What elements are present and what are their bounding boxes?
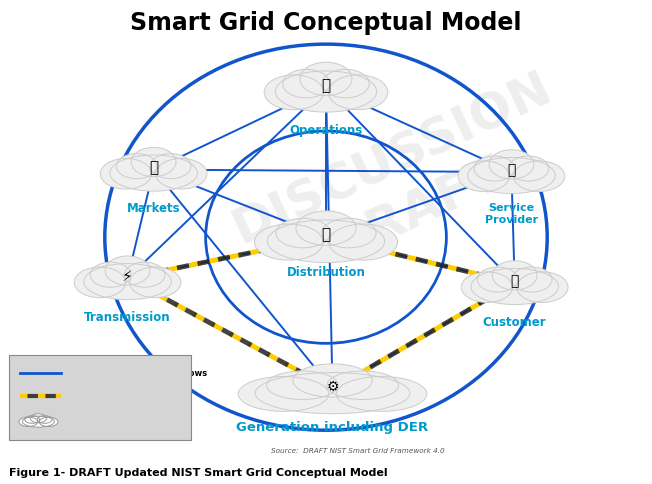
Ellipse shape: [254, 224, 323, 260]
Ellipse shape: [462, 272, 512, 302]
Text: Customer: Customer: [483, 316, 546, 329]
Text: Transmission: Transmission: [84, 311, 171, 324]
Ellipse shape: [131, 147, 176, 177]
Ellipse shape: [300, 62, 352, 95]
Text: Generation including DER: Generation including DER: [237, 421, 428, 434]
Ellipse shape: [492, 261, 537, 290]
Ellipse shape: [477, 267, 518, 292]
Ellipse shape: [471, 269, 558, 304]
Ellipse shape: [267, 220, 385, 263]
Text: Figure 1- DRAFT Updated NIST Smart Grid Conceptual Model: Figure 1- DRAFT Updated NIST Smart Grid …: [8, 469, 387, 479]
Ellipse shape: [283, 69, 330, 98]
Ellipse shape: [110, 155, 198, 191]
Text: 🏢: 🏢: [149, 160, 158, 175]
Ellipse shape: [267, 371, 338, 399]
Text: Operations: Operations: [289, 124, 363, 137]
Ellipse shape: [511, 267, 552, 292]
Ellipse shape: [100, 158, 151, 189]
Ellipse shape: [84, 264, 171, 300]
FancyBboxPatch shape: [9, 355, 191, 440]
Ellipse shape: [489, 150, 534, 179]
Ellipse shape: [458, 161, 509, 192]
Ellipse shape: [514, 161, 565, 192]
Ellipse shape: [151, 153, 191, 179]
Text: Markets: Markets: [126, 202, 181, 215]
Ellipse shape: [238, 377, 329, 411]
Ellipse shape: [116, 153, 156, 179]
Ellipse shape: [39, 417, 58, 426]
Ellipse shape: [22, 416, 54, 427]
Text: Service
Provider: Service Provider: [485, 203, 538, 225]
Text: 👤: 👤: [321, 78, 331, 93]
Ellipse shape: [329, 224, 398, 260]
Text: Distribution: Distribution: [287, 266, 365, 279]
Ellipse shape: [474, 156, 514, 181]
Ellipse shape: [156, 158, 207, 189]
Ellipse shape: [19, 417, 38, 426]
Ellipse shape: [276, 218, 331, 248]
Ellipse shape: [125, 262, 165, 287]
Text: Domain: Domain: [68, 416, 104, 425]
Text: ⚡: ⚡: [122, 269, 133, 284]
Text: Smart Grid Conceptual Model: Smart Grid Conceptual Model: [130, 11, 522, 35]
Ellipse shape: [90, 262, 131, 287]
Ellipse shape: [336, 377, 427, 411]
Ellipse shape: [508, 156, 549, 181]
Text: DISCUSSION
DRAFT: DISCUSSION DRAFT: [225, 64, 583, 304]
Text: 🏠: 🏠: [511, 274, 519, 288]
Ellipse shape: [255, 373, 410, 414]
Ellipse shape: [467, 157, 555, 194]
Text: Electrical Flows: Electrical Flows: [68, 392, 142, 401]
Text: 🏭: 🏭: [321, 227, 331, 242]
Text: Source:  DRAFT NIST Smart Grid Framework 4.0: Source: DRAFT NIST Smart Grid Framework …: [271, 448, 444, 454]
Ellipse shape: [25, 416, 40, 424]
Ellipse shape: [37, 416, 52, 424]
Ellipse shape: [321, 218, 376, 248]
Ellipse shape: [322, 69, 369, 98]
Ellipse shape: [105, 256, 150, 285]
Ellipse shape: [30, 414, 47, 423]
Ellipse shape: [327, 371, 398, 399]
Ellipse shape: [329, 75, 388, 110]
Text: 🚐: 🚐: [507, 163, 516, 177]
Text: Secure Communication Flows: Secure Communication Flows: [68, 369, 207, 378]
Ellipse shape: [293, 364, 372, 397]
Text: ⚙: ⚙: [326, 380, 339, 394]
Ellipse shape: [517, 272, 568, 302]
Ellipse shape: [74, 267, 125, 298]
Ellipse shape: [264, 75, 323, 110]
Ellipse shape: [296, 211, 356, 245]
Ellipse shape: [275, 71, 377, 112]
Ellipse shape: [130, 267, 181, 298]
